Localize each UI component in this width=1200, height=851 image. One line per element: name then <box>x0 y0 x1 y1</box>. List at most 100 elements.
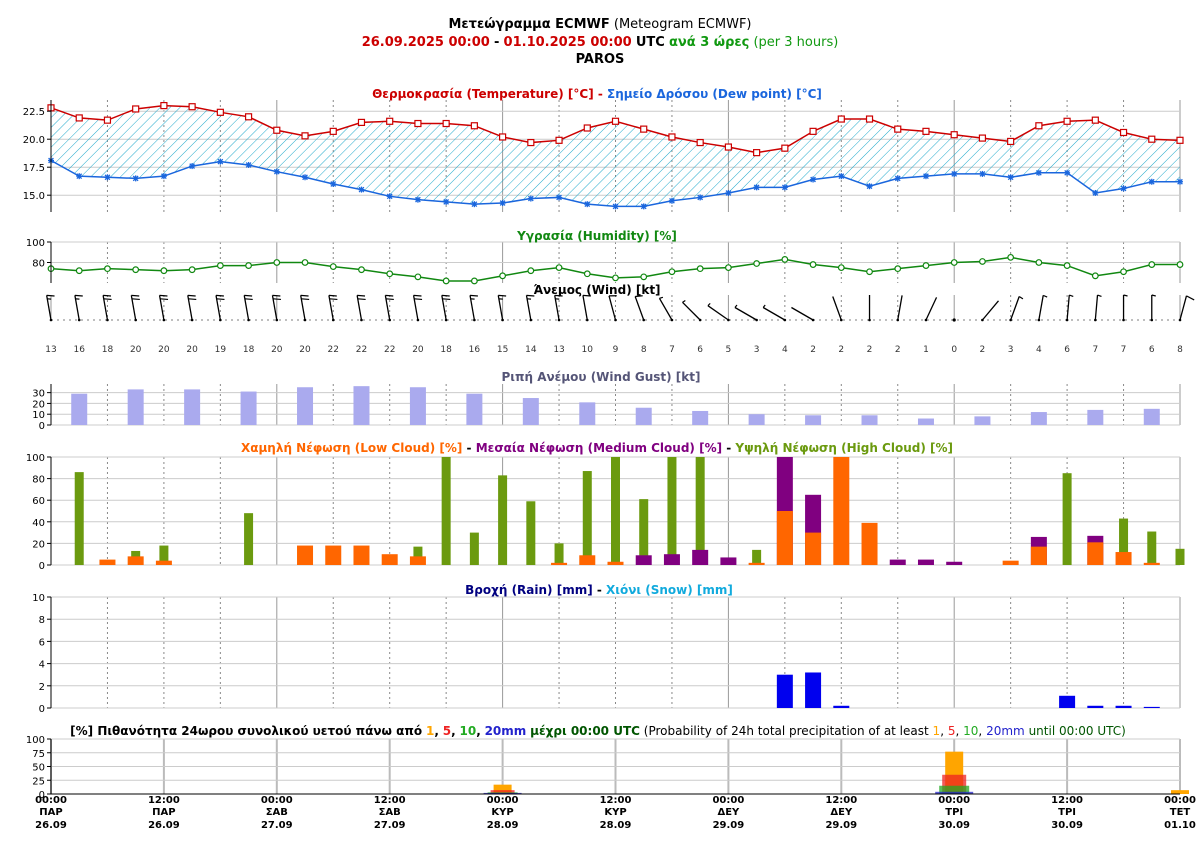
dewpoint-marker-stroke <box>386 193 393 200</box>
gust-title: Ριπή Ανέμου (Wind Gust) [kt] <box>502 370 701 384</box>
wind-barb-feather <box>385 298 394 301</box>
humidity-point <box>894 265 902 273</box>
high-cloud-bar <box>413 546 423 565</box>
wind-barb-dot <box>529 318 533 322</box>
low-cloud-bar <box>353 545 370 565</box>
wind-barb-feather <box>272 294 281 297</box>
wind-speed-label: 2 <box>895 345 901 355</box>
x-time-label: 00:00 <box>35 795 67 806</box>
temperature-point <box>1035 122 1043 130</box>
x-date-label: 28.09 <box>600 820 632 831</box>
wind-barb-dot <box>557 318 561 322</box>
x-day-label: ΤΕΤ <box>1170 807 1191 818</box>
probability-ytick-label: 50 <box>32 763 45 774</box>
wind-barb-dot <box>642 318 646 322</box>
wind-barb <box>1178 295 1195 322</box>
x-date-label: 01.10 <box>1164 820 1196 831</box>
humidity-point <box>668 268 676 276</box>
dewpoint-marker-stroke <box>753 184 760 191</box>
dewpoint-point <box>781 184 788 191</box>
temperature-point <box>724 143 733 151</box>
dewpoint-point <box>471 201 478 208</box>
dewpoint-marker-stroke <box>781 184 788 191</box>
prob-c3: , <box>476 724 481 738</box>
wind-barb-staff <box>158 295 165 321</box>
gust-bar <box>240 391 257 425</box>
wind-speed-label: 9 <box>613 345 619 355</box>
wind-barb <box>1150 294 1156 322</box>
gust-bar <box>71 393 88 425</box>
wind-barb-dot <box>1037 318 1041 322</box>
rain-bar <box>776 674 793 708</box>
temperature-point <box>301 132 309 140</box>
gust-bar <box>635 407 652 425</box>
low-cloud-bar <box>297 545 314 565</box>
temperature-point <box>809 127 817 135</box>
probability-ytick-label: 100 <box>26 735 45 746</box>
dewpoint-marker-stroke <box>273 168 280 175</box>
humidity-point <box>1091 272 1099 280</box>
x-day-label: ΠΑΡ <box>152 807 175 818</box>
wind-barb-staff <box>525 295 532 321</box>
low-cloud-bar <box>805 532 822 565</box>
wind-barb-feather <box>244 294 253 297</box>
wind-barb-feather <box>442 298 451 301</box>
dewpoint-point <box>753 184 760 191</box>
gust-bar <box>297 387 314 425</box>
rain-ytick-label: 6 <box>39 637 45 648</box>
low-cloud-bar <box>127 556 144 565</box>
wind-speed-label: 2 <box>810 345 816 355</box>
high-cloud-bar <box>1062 473 1072 565</box>
wind-barb-half-feather <box>1151 294 1156 297</box>
dewpoint-point <box>414 196 421 203</box>
high-cloud-bar <box>244 513 254 565</box>
dewpoint-point <box>866 183 873 190</box>
temperature-point <box>1063 117 1071 125</box>
wind-barb-feather <box>635 295 643 298</box>
wind-barb-half-feather <box>1018 296 1024 300</box>
wind-barb <box>608 295 617 322</box>
prob-ec3: , <box>978 724 982 738</box>
wind-barb <box>1009 296 1024 322</box>
low-cloud-title: Χαμηλή Νέφωση (Low Cloud) [%] <box>241 441 462 455</box>
wind-barb-feather <box>46 294 55 297</box>
wind-barb <box>554 294 563 322</box>
humidity-point <box>1063 262 1071 269</box>
wind-speed-label: 18 <box>102 345 114 355</box>
dewpoint-marker-stroke <box>471 201 478 208</box>
gust-bar <box>692 410 709 425</box>
wind-barb-feather <box>215 294 224 297</box>
wind-barb-half-feather <box>1069 294 1074 298</box>
wind-barb-dot <box>1065 318 1069 322</box>
humidity-point <box>216 262 224 269</box>
wind-barb-staff <box>74 295 80 321</box>
low-cloud-bar <box>833 457 850 565</box>
wind-barb-dot <box>49 318 53 322</box>
wind-barb-dot <box>247 318 250 322</box>
dewpoint-point <box>443 198 450 205</box>
dewpoint-point <box>386 193 393 200</box>
high-cloud-bar <box>498 475 508 565</box>
title-gr: Μετεώγραμμα ECMWF <box>448 17 610 32</box>
prob-e5: 5 <box>948 724 956 738</box>
temperature-point <box>103 116 112 124</box>
humidity-point <box>781 256 789 263</box>
cloud-ytick-label: 80 <box>32 475 45 486</box>
gust-bar <box>409 387 426 425</box>
dewpoint-marker-stroke <box>415 196 421 203</box>
dewpoint-marker-stroke <box>161 173 167 180</box>
dewpoint-point <box>668 197 675 204</box>
high-cloud-bar <box>469 532 479 565</box>
wind-barb <box>682 299 702 322</box>
prob-20mm-bar <box>935 791 974 794</box>
wind-speed-label: 20 <box>130 345 142 355</box>
wind-barb <box>952 318 956 322</box>
low-cloud-bar <box>1087 542 1104 565</box>
wind-barb-feather <box>357 298 366 301</box>
wind-barb-staff <box>102 295 109 321</box>
dewpoint-point <box>499 200 506 207</box>
low-cloud-bar <box>155 560 172 565</box>
humidity-point <box>555 264 563 272</box>
dewpoint-marker-stroke <box>1064 169 1070 176</box>
temperature-point <box>527 138 535 147</box>
